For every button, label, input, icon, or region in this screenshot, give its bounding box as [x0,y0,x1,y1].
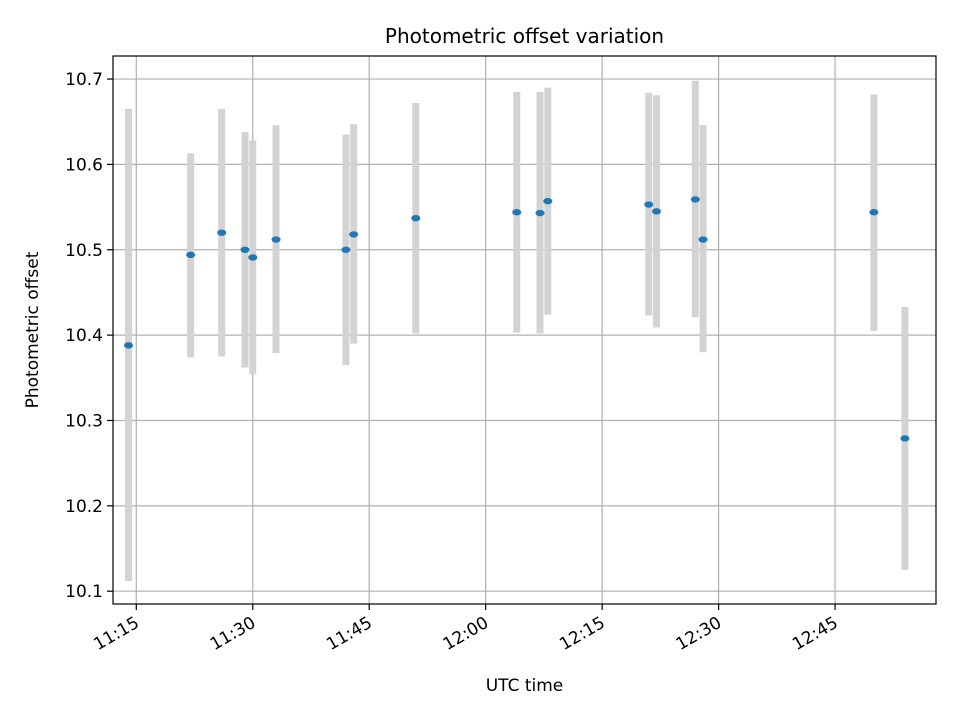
y-tick-label: 10.1 [65,582,103,602]
data-point [124,342,134,349]
data-point [644,201,654,208]
data-point [240,246,250,253]
data-point [411,214,421,222]
data-point [512,209,522,216]
data-point [217,229,227,236]
data-point [698,236,708,243]
data-point [535,209,545,217]
data-point [341,246,351,253]
y-tick-label: 10.7 [65,70,103,90]
y-tick-label: 10.6 [65,155,103,175]
y-tick-label: 10.2 [65,497,103,517]
data-point [248,254,258,261]
data-point [651,208,661,215]
data-points [124,196,910,442]
data-point [690,196,700,203]
y-tick-label: 10.5 [65,241,103,261]
plot-area-frame [112,55,937,605]
data-point [543,197,553,205]
data-point [349,231,359,238]
y-tick-label: 10.4 [65,326,103,346]
y-axis-title: Photometric offset [23,251,43,408]
x-axis-title: UTC time [486,676,564,696]
chart-title: Photometric offset variation [385,24,664,48]
y-axis-ticks: 10.1 10.2 10.3 10.4 10.5 10.6 10.7 [65,70,113,602]
data-point [900,435,910,442]
data-point [186,251,196,259]
data-point [869,209,879,216]
data-point [271,236,281,243]
y-tick-label: 10.3 [65,411,103,431]
